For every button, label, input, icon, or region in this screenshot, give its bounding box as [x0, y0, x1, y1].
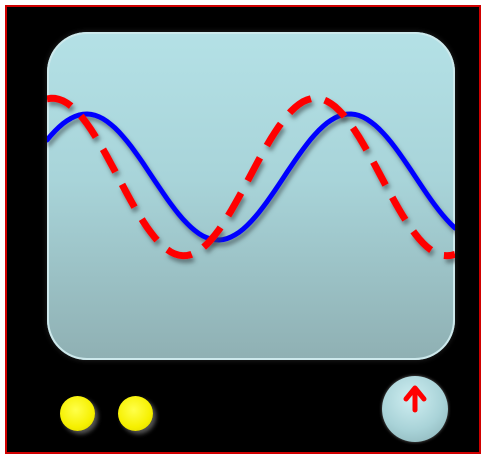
indicator-light-left: [60, 396, 95, 431]
indicator-light-right: [118, 396, 153, 431]
wave-plot: [47, 94, 455, 260]
solid-wave-line: [47, 111, 455, 243]
control-knob[interactable]: [382, 376, 448, 442]
dashed-wave-line: [47, 94, 455, 260]
arrow-up-icon: [403, 385, 427, 413]
monitor-screen: [47, 32, 455, 360]
